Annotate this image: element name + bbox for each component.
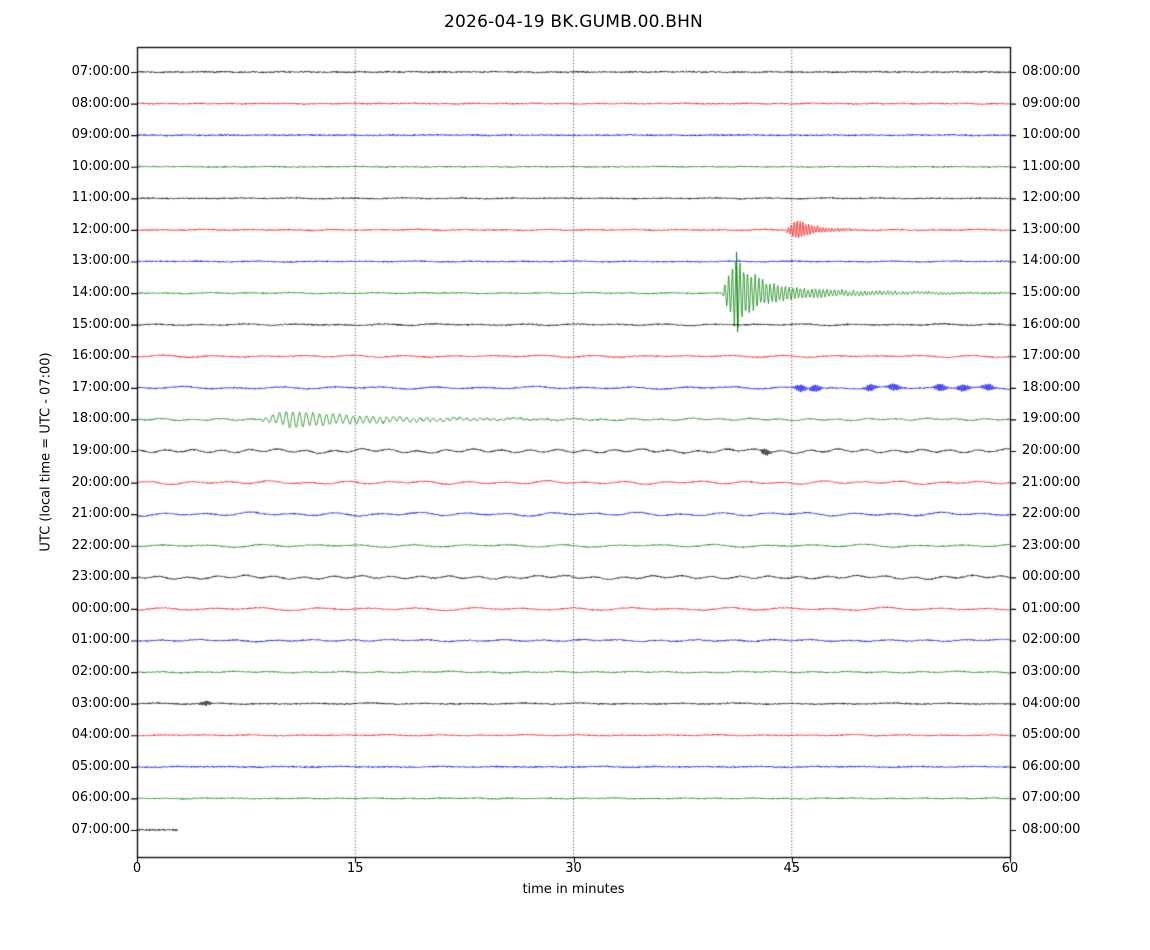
x-tick-label: 30 [565, 861, 582, 876]
left-time-labels: 07:00:00 08:00:00 09:00:00 10:00:00 11:00:00… [0, 0, 130, 950]
right-time-label: 11:00:00 [1022, 158, 1081, 174]
x-axis-label: time in minutes [522, 882, 625, 897]
left-time-label: 06:00:00 [71, 790, 130, 806]
right-time-label: 08:00:00 [1022, 821, 1081, 837]
left-time-label: 19:00:00 [71, 442, 130, 458]
right-time-label: 12:00:00 [1022, 190, 1081, 206]
right-time-label: 18:00:00 [1022, 379, 1081, 395]
right-time-label: 09:00:00 [1022, 95, 1081, 111]
left-time-label: 07:00:00 [71, 821, 130, 837]
x-tick-label: 45 [783, 861, 801, 876]
right-time-label: 17:00:00 [1022, 348, 1081, 364]
left-time-label: 07:00:00 [71, 64, 130, 79]
right-time-label: 01:00:00 [1022, 600, 1081, 616]
right-time-label: 22:00:00 [1022, 506, 1081, 522]
left-time-label: 14:00:00 [71, 285, 130, 301]
right-time-label: 14:00:00 [1022, 253, 1081, 269]
left-time-label: 16:00:00 [71, 348, 130, 364]
right-time-label: 20:00:00 [1022, 442, 1081, 458]
left-time-label: 23:00:00 [71, 569, 130, 585]
left-time-label: 05:00:00 [71, 758, 130, 774]
right-time-label: 16:00:00 [1022, 316, 1081, 332]
left-time-label: 11:00:00 [71, 190, 130, 206]
left-time-label: 03:00:00 [71, 695, 130, 711]
left-time-label: 02:00:00 [71, 664, 130, 680]
left-time-label: 22:00:00 [71, 537, 130, 553]
right-time-label: 19:00:00 [1022, 411, 1081, 427]
x-tick-label: 0 [132, 861, 142, 876]
right-time-label: 02:00:00 [1022, 632, 1081, 648]
left-time-label: 17:00:00 [71, 379, 130, 395]
x-tick-label: 15 [346, 861, 364, 876]
left-time-label: 21:00:00 [71, 506, 130, 522]
right-time-label: 13:00:00 [1022, 221, 1081, 237]
x-tick-label: 60 [1001, 861, 1019, 876]
left-time-label: 04:00:00 [71, 727, 130, 743]
left-time-label: 13:00:00 [71, 253, 130, 269]
chart-title: 2026-04-19 BK.GUMB.00.BHN [444, 12, 703, 32]
right-time-label: 04:00:00 [1022, 695, 1081, 711]
right-time-label: 23:00:00 [1022, 537, 1081, 553]
left-time-label: 09:00:00 [71, 127, 130, 143]
right-time-label: 03:00:00 [1022, 664, 1081, 680]
right-time-label: 15:00:00 [1022, 285, 1081, 301]
left-time-label: 10:00:00 [71, 158, 130, 174]
left-time-label: 18:00:00 [71, 411, 130, 427]
left-time-label: 12:00:00 [71, 221, 130, 237]
right-time-label: 10:00:00 [1022, 127, 1081, 143]
left-time-label: 08:00:00 [71, 95, 130, 111]
right-time-labels: 08:00:00 09:00:00 10:00:00 11:00:00 12:00:00… [1022, 0, 1147, 950]
right-time-label: 00:00:00 [1022, 569, 1081, 585]
right-time-label: 06:00:00 [1022, 758, 1081, 774]
y-axis-label: UTC (local time = UTC - 07:00) [38, 352, 54, 552]
left-time-label: 00:00:00 [71, 600, 130, 616]
right-time-label: 07:00:00 [1022, 790, 1081, 806]
right-time-label: 08:00:00 [1022, 64, 1081, 79]
right-time-label: 05:00:00 [1022, 727, 1081, 743]
right-time-label: 21:00:00 [1022, 474, 1081, 490]
left-time-label: 15:00:00 [71, 316, 130, 332]
left-time-label: 20:00:00 [71, 474, 130, 490]
left-time-label: 01:00:00 [71, 632, 130, 648]
